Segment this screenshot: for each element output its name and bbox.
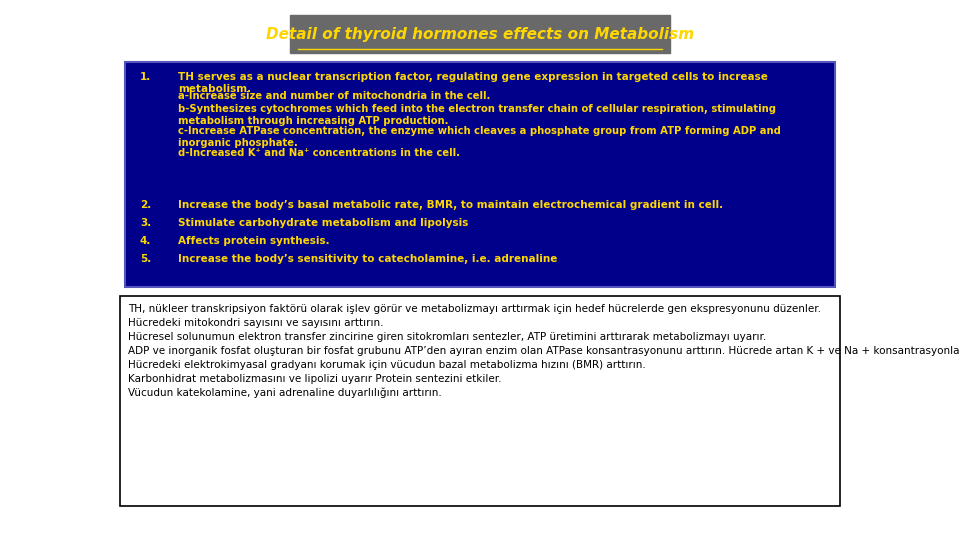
- Text: Affects protein synthesis.: Affects protein synthesis.: [178, 236, 329, 246]
- Text: Stimulate carbohydrate metabolism and lipolysis: Stimulate carbohydrate metabolism and li…: [178, 218, 468, 228]
- Text: Hücredeki elektrokimyasal gradyanı korumak için vücudun bazal metabolizma hızını: Hücredeki elektrokimyasal gradyanı korum…: [128, 360, 646, 370]
- Text: 2.: 2.: [140, 200, 152, 210]
- Text: b-Synthesizes cytochromes which feed into the electron transfer chain of cellula: b-Synthesizes cytochromes which feed int…: [178, 104, 776, 126]
- Text: ADP ve inorganik fosfat oluşturan bir fosfat grubunu ATP’den ayıran enzim olan A: ADP ve inorganik fosfat oluşturan bir fo…: [128, 346, 960, 356]
- FancyBboxPatch shape: [125, 62, 835, 287]
- Text: Karbonhidrat metabolizmasını ve lipolizi uyarır Protein sentezini etkiler.: Karbonhidrat metabolizmasını ve lipolizi…: [128, 374, 501, 384]
- Text: Hücredeki mitokondri sayısını ve sayısını arttırın.: Hücredeki mitokondri sayısını ve sayısın…: [128, 318, 383, 328]
- Text: Detail of thyroid hormones effects on Metabolism: Detail of thyroid hormones effects on Me…: [266, 28, 694, 43]
- Text: 5.: 5.: [140, 254, 152, 264]
- Text: c-Increase ATPase concentration, the enzyme which cleaves a phosphate group from: c-Increase ATPase concentration, the enz…: [178, 126, 780, 147]
- Text: 3.: 3.: [140, 218, 152, 228]
- Text: 1.: 1.: [140, 72, 152, 82]
- FancyBboxPatch shape: [120, 296, 840, 506]
- Text: Hücresel solunumun elektron transfer zincirine giren sitokromları sentezler, ATP: Hücresel solunumun elektron transfer zin…: [128, 332, 766, 342]
- Text: a-Increase size and number of mitochondria in the cell.: a-Increase size and number of mitochondr…: [178, 91, 491, 101]
- Text: 4.: 4.: [140, 236, 152, 246]
- Text: d-Increased K⁺ and Na⁺ concentrations in the cell.: d-Increased K⁺ and Na⁺ concentrations in…: [178, 148, 460, 158]
- Text: TH, nükleer transkripsiyon faktörü olarak işlev görür ve metabolizmayı arttırmak: TH, nükleer transkripsiyon faktörü olara…: [128, 304, 821, 314]
- Text: Increase the body’s sensitivity to catecholamine, i.e. adrenaline: Increase the body’s sensitivity to catec…: [178, 254, 558, 264]
- FancyBboxPatch shape: [290, 15, 670, 53]
- Text: Vücudun katekolamine, yani adrenaline duyarlılığını arttırın.: Vücudun katekolamine, yani adrenaline du…: [128, 388, 442, 399]
- Text: Increase the body’s basal metabolic rate, BMR, to maintain electrochemical gradi: Increase the body’s basal metabolic rate…: [178, 200, 723, 210]
- Text: TH serves as a nuclear transcription factor, regulating gene expression in targe: TH serves as a nuclear transcription fac…: [178, 72, 768, 93]
